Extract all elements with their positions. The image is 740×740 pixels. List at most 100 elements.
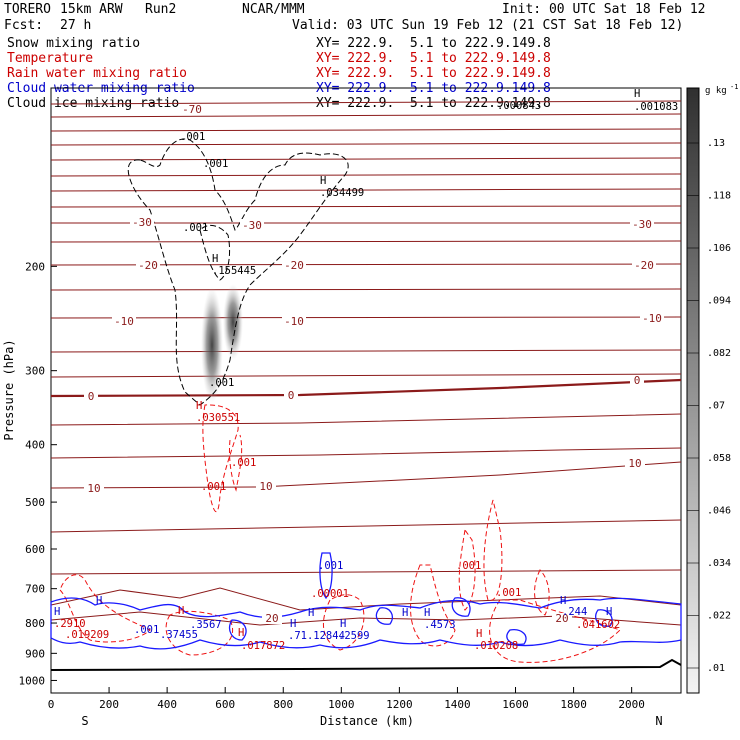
colorbar-label: .082 xyxy=(707,348,731,359)
y-tick-label: 400 xyxy=(25,439,45,452)
isotherm-line xyxy=(50,316,682,319)
colorbar-label: .106 xyxy=(707,243,731,254)
x-tick-label: 1200 xyxy=(386,698,413,711)
y-tick-label: 800 xyxy=(25,617,45,630)
rain-contour xyxy=(59,574,151,643)
isotherm-line xyxy=(50,461,682,489)
colorbar-label: .058 xyxy=(707,453,731,464)
y-tick-label: 500 xyxy=(25,496,45,509)
extrema-labels: H .001083 .000843 .001 .001 .001 H .0344… xyxy=(54,88,678,652)
y-tick-label: 300 xyxy=(25,365,45,378)
extremum-label: .2910 xyxy=(54,618,86,630)
y-tick-label: 700 xyxy=(25,583,45,596)
header-center: NCAR/MMM xyxy=(242,2,305,17)
temp-label: 0 xyxy=(634,374,641,387)
isotherm-line xyxy=(50,240,682,243)
cloud-water-contour xyxy=(228,619,247,641)
isotherm-line xyxy=(50,113,682,118)
extremum-label: H xyxy=(340,618,346,630)
extremum-label: .000843 xyxy=(497,100,541,112)
isotherm-line xyxy=(50,378,682,398)
y-axis-title: Pressure (hPa) xyxy=(2,339,16,440)
extremum-label: H xyxy=(96,595,102,607)
temp-label: 0 xyxy=(288,389,295,402)
temp-label: -10 xyxy=(642,312,662,325)
extremum-label: .001 xyxy=(134,624,159,636)
header-init: Init: 00 UTC Sat 18 Feb 12 xyxy=(502,2,706,17)
isotherm-line xyxy=(50,413,682,426)
temp-label: 10 xyxy=(628,457,641,470)
x-tick-label: 1000 xyxy=(328,698,355,711)
extremum-label: H xyxy=(560,595,566,607)
colorbar-units-exponent: -1 xyxy=(730,83,738,91)
extremum-label: H xyxy=(606,606,612,618)
header-run: Run2 xyxy=(145,2,177,17)
field-name-temperature: Temperature xyxy=(7,51,94,66)
extremum-label: .017872 xyxy=(241,640,285,652)
colorbar: g kg -1 .13 .118 .106 .094 .082 .07 .058 .046 .0… xyxy=(686,83,738,694)
temperature-isotherms xyxy=(50,100,682,626)
header-model: TORERO xyxy=(4,2,51,17)
isotherm-line xyxy=(50,157,682,161)
cloud-water-contour xyxy=(506,629,527,645)
isotherm-line xyxy=(50,519,682,533)
extremum-label: .001 xyxy=(201,481,226,493)
rain-contour xyxy=(489,599,621,663)
x-tick-label: 0 xyxy=(48,698,55,711)
extremum-label: .010208 xyxy=(474,640,518,652)
extremum-label: H xyxy=(424,607,430,619)
temp-label: -10 xyxy=(114,315,134,328)
plot-frame xyxy=(50,87,682,694)
header-fcst-label: Fcst: xyxy=(4,18,44,33)
colorbar-label: .13 xyxy=(707,138,725,149)
y-axis-ticks: 200 300 400 500 600 700 800 900 1000 xyxy=(19,260,57,687)
x-axis-right-end: N xyxy=(655,714,662,728)
extremum-label: H xyxy=(238,627,244,639)
extremum-label: .001 xyxy=(456,560,481,572)
extremum-label: H xyxy=(476,628,482,640)
isotherm-line xyxy=(50,142,682,146)
colorbar-label: .034 xyxy=(707,558,731,569)
colorbar-label: .07 xyxy=(707,401,725,412)
field-xy-rain: XY= 222.9. 5.1 to 222.9.149.8 xyxy=(316,66,551,81)
rain-contour xyxy=(322,594,365,651)
temperature-labels: -70 -30 -30 -30 -20 -20 -20 -10 -10 -10 … xyxy=(84,103,664,625)
x-tick-label: 1400 xyxy=(444,698,471,711)
cloud-water-contour xyxy=(319,552,333,600)
colorbar-units: g kg xyxy=(705,86,727,96)
cloud-water-contour xyxy=(375,607,394,625)
isotherm-line xyxy=(50,173,682,177)
cloud-ice-contour xyxy=(127,138,349,406)
cloud-water-contour xyxy=(451,597,471,617)
isotherm-line xyxy=(50,587,682,611)
isotherm-line xyxy=(50,447,682,459)
extremum-label: .001 xyxy=(180,131,205,143)
extremum-label: .2599 xyxy=(338,630,370,642)
field-xy-snow: XY= 222.9. 5.1 to 222.9.149.8 xyxy=(316,36,551,51)
extremum-label: .3567 xyxy=(190,619,222,631)
colorbar-label: .046 xyxy=(707,506,731,517)
colorbar-label: .01 xyxy=(707,663,725,674)
extremum-label: .37455 xyxy=(160,629,198,641)
snow-column xyxy=(201,287,223,403)
temp-label: -10 xyxy=(284,315,304,328)
cloud-water-contour xyxy=(50,597,682,650)
extremum-label: .019209 xyxy=(65,629,109,641)
x-tick-label: 1600 xyxy=(502,698,529,711)
cloud-ice-contour xyxy=(199,224,231,281)
cloud-water-contours xyxy=(50,552,682,650)
y-tick-label: 200 xyxy=(25,260,45,273)
header-grid: 15km ARW xyxy=(60,2,123,17)
temp-label: -20 xyxy=(284,259,304,272)
isotherm-line xyxy=(50,100,682,105)
x-tick-label: 2000 xyxy=(618,698,645,711)
rain-contour xyxy=(534,569,550,616)
extremum-label: H xyxy=(178,605,184,617)
rain-contour xyxy=(410,564,456,647)
extremum-label: .030551 xyxy=(196,412,240,424)
extremum-label: H xyxy=(320,175,326,187)
isotherm-line xyxy=(50,205,682,208)
cloud-water-contour xyxy=(595,609,613,627)
extremum-label: H xyxy=(308,607,314,619)
temp-label: 20 xyxy=(555,612,568,625)
